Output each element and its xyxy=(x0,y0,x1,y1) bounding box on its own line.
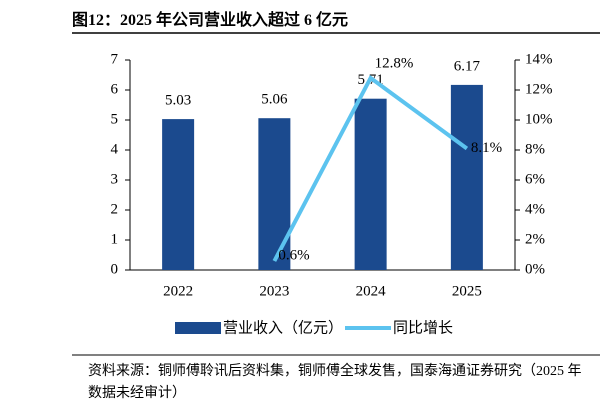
y2-tick-label: 0% xyxy=(525,261,545,277)
y-tick-label: 1 xyxy=(111,231,119,247)
chart-title: 图12：2025 年公司营业收入超过 6 亿元 xyxy=(72,12,349,29)
bar xyxy=(162,119,195,270)
bar-label: 5.03 xyxy=(165,93,191,109)
y-tick-label: 0 xyxy=(111,261,119,277)
y-tick-label: 5 xyxy=(111,111,119,127)
line-label: 12.8% xyxy=(375,55,414,71)
x-tick-label: 2022 xyxy=(163,283,193,299)
x-tick-label: 2023 xyxy=(259,283,289,299)
line-label: 8.1% xyxy=(471,140,502,156)
bar-label: 5.06 xyxy=(261,92,288,108)
line-label: 0.6% xyxy=(278,247,309,263)
bar xyxy=(354,98,387,270)
legend-label: 同比增长 xyxy=(393,319,453,336)
x-tick-label: 2024 xyxy=(356,283,387,299)
bar xyxy=(450,84,483,271)
x-tick-label: 2025 xyxy=(452,283,482,299)
y-tick-label: 4 xyxy=(111,141,119,157)
y2-tick-label: 14% xyxy=(525,51,553,67)
y-tick-label: 6 xyxy=(111,81,119,97)
bar-label: 6.17 xyxy=(454,58,481,74)
y-tick-label: 3 xyxy=(111,171,119,187)
y2-tick-label: 12% xyxy=(525,81,553,97)
y2-tick-label: 8% xyxy=(525,141,545,157)
legend-swatch xyxy=(175,322,221,334)
y-tick-label: 7 xyxy=(111,51,119,67)
y2-tick-label: 4% xyxy=(525,201,545,217)
source-note: 资料来源：铜师傅聆讯后资料集，铜师傅全球发售，国泰海通证券研究（2025 年数据… xyxy=(88,364,582,401)
y-tick-label: 2 xyxy=(111,201,119,217)
y2-tick-label: 2% xyxy=(525,231,545,247)
legend-label: 营业收入（亿元） xyxy=(223,319,343,336)
line xyxy=(272,75,469,262)
y2-tick-label: 10% xyxy=(525,111,553,127)
y2-tick-label: 6% xyxy=(525,171,545,187)
